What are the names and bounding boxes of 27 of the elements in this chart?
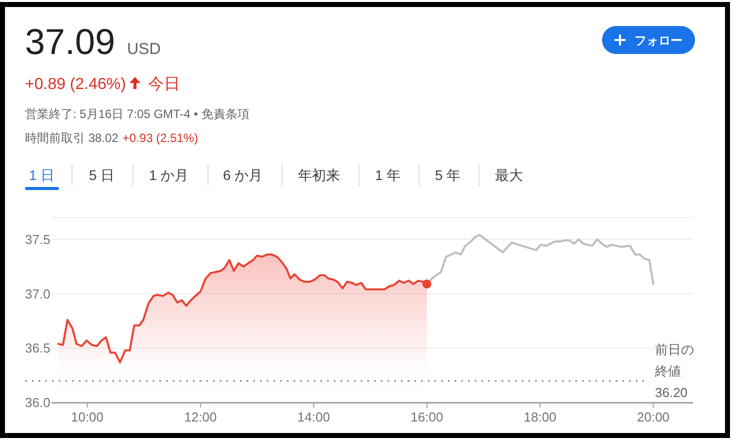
y-tick-label: 36.0: [25, 395, 50, 410]
x-tick-label: 14:00: [297, 410, 330, 425]
text: 5 日: [89, 167, 115, 183]
ref-line-label: 前日の終値 36.20: [654, 342, 694, 400]
text: 時間前取引 38.02: [25, 131, 119, 145]
text: 37.09: [25, 21, 116, 62]
x-tick-label: 10:00: [70, 410, 104, 425]
text: +0.93 (2.51%): [122, 131, 198, 145]
x-tick-label: 16:00: [410, 410, 444, 425]
text: +0.89 (2.46%): [25, 76, 126, 93]
y-tick-label: 36.5: [25, 340, 50, 356]
text: 年初来: [298, 167, 340, 183]
text: 営業終了: 5月16日 7:05 GMT-4 • 免責条項: [25, 107, 250, 121]
y-tick-label: 37.0: [25, 286, 50, 302]
y-tick-label: 37.5: [25, 232, 50, 247]
text: USD: [127, 41, 161, 58]
text: 6 か月: [223, 167, 263, 183]
text: 1 日: [29, 167, 55, 183]
text: 最大: [495, 167, 523, 183]
text: 今日: [148, 76, 180, 93]
text: 1 年: [375, 167, 401, 183]
x-tick-label: 20:00: [637, 410, 670, 425]
x-tick-label: 18:00: [524, 410, 556, 425]
x-tick-label: 12:00: [184, 410, 217, 425]
text: 1 か月: [149, 167, 189, 183]
text: フォロー: [634, 34, 682, 48]
text: 5 年: [435, 167, 461, 183]
